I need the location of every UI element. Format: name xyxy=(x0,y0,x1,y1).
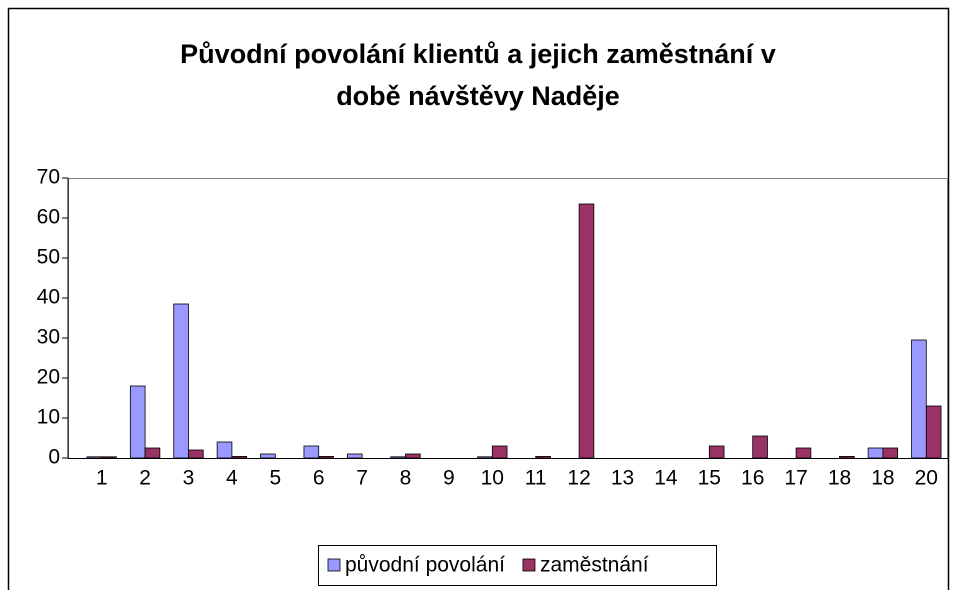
x-tick-label: 14 xyxy=(654,467,678,490)
x-tick-label: 10 xyxy=(481,467,504,490)
x-tick-label: 13 xyxy=(611,467,634,490)
y-tick-label: 0 xyxy=(48,446,60,469)
legend-swatch xyxy=(522,558,536,572)
bar xyxy=(260,453,276,459)
y-tick-label: 40 xyxy=(37,286,60,309)
bar xyxy=(795,447,812,459)
bar xyxy=(231,455,248,459)
x-tick-label: 6 xyxy=(313,467,325,490)
x-tick-label: 11 xyxy=(525,467,547,490)
bar xyxy=(911,339,927,459)
bar xyxy=(303,445,320,459)
bar xyxy=(346,453,363,459)
y-tick-label: 20 xyxy=(37,366,60,389)
bar xyxy=(578,203,595,459)
x-tick-label: 4 xyxy=(226,467,238,490)
bar xyxy=(173,303,189,459)
bar xyxy=(318,455,334,459)
bar xyxy=(129,385,146,459)
bar xyxy=(216,441,233,459)
x-tick-label: 12 xyxy=(567,467,590,490)
y-tick-label: 30 xyxy=(37,326,60,349)
y-tick-label: 10 xyxy=(37,406,60,429)
x-tick-label: 7 xyxy=(356,467,368,490)
x-tick-label: 16 xyxy=(741,467,764,490)
x-tick-label: 18 xyxy=(871,467,894,490)
bar xyxy=(144,447,161,459)
bar xyxy=(86,456,103,459)
chart-border xyxy=(7,7,950,590)
x-tick-label: 1 xyxy=(96,467,108,490)
x-tick-label: 2 xyxy=(139,467,151,490)
bar xyxy=(188,449,204,459)
legend-swatch xyxy=(327,558,341,572)
x-tick-label: 8 xyxy=(400,467,412,490)
bar xyxy=(882,447,899,459)
bar xyxy=(708,445,725,459)
y-tick-label: 50 xyxy=(37,246,60,269)
bar xyxy=(491,445,508,459)
bar xyxy=(925,405,942,459)
x-tick-label: 5 xyxy=(269,467,281,490)
legend-label: zaměstnání xyxy=(540,554,649,577)
bar xyxy=(839,455,855,459)
plot-area xyxy=(68,178,948,459)
chart-title: Původní povolání klientů a jejich zaměst… xyxy=(180,39,776,69)
y-tick-label: 70 xyxy=(37,166,60,189)
bar xyxy=(390,456,406,459)
x-tick-label: 15 xyxy=(698,467,721,490)
x-tick-label: 3 xyxy=(183,467,195,490)
bar xyxy=(477,456,493,459)
legend xyxy=(318,545,717,586)
x-tick-label: 20 xyxy=(915,467,938,490)
y-tick-label: 60 xyxy=(37,206,60,229)
bar xyxy=(405,453,421,459)
bar xyxy=(101,456,117,459)
bar xyxy=(752,435,768,459)
chart-title: době návštěvy Naděje xyxy=(336,81,620,111)
x-tick-label: 18 xyxy=(828,467,851,490)
legend-label: původní povolání xyxy=(345,554,505,577)
bar xyxy=(867,447,884,459)
x-tick-label: 17 xyxy=(784,467,807,490)
bar xyxy=(535,455,551,459)
x-tick-label: 9 xyxy=(443,467,455,490)
